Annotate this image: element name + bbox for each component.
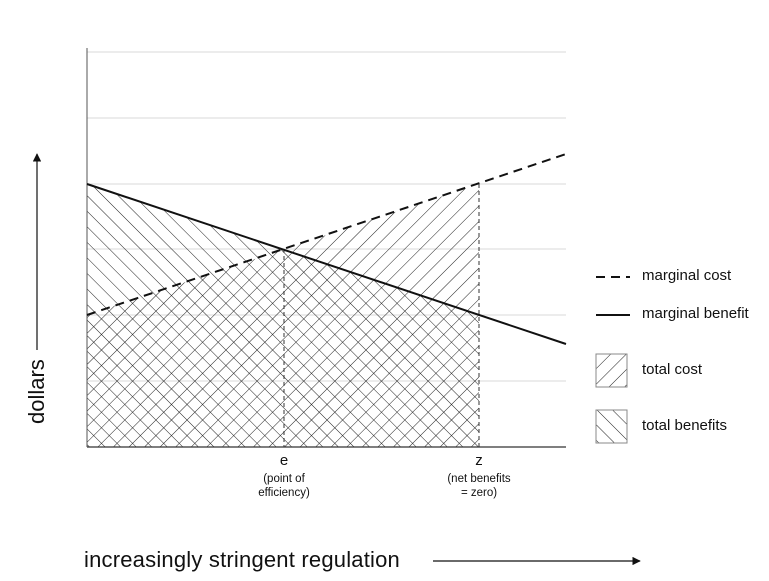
- y-axis-title: dollars: [24, 359, 49, 424]
- legend-label-total-benefits: total benefits: [642, 417, 728, 434]
- tick-sub-z-line1: (net benefits: [447, 473, 511, 485]
- tick-label-z: z: [475, 452, 483, 469]
- legend-total-benefits-swatch: [595, 409, 628, 444]
- legend-label-total-cost: total cost: [642, 361, 703, 378]
- marginal-benefit-line: [86, 183, 567, 345]
- total-cost-area: [87, 184, 479, 447]
- tick-sub-e-line2: efficiency): [258, 487, 310, 499]
- tick-sub-e-line1: (point of: [263, 473, 305, 485]
- legend-label-marginal-benefit: marginal benefit: [642, 305, 749, 322]
- tick-sub-z-line2: = zero): [460, 487, 498, 499]
- x-axis-title: increasingly stringent regulation: [84, 547, 400, 572]
- marginal-cost-line: [86, 153, 567, 316]
- legend-total-cost-swatch: [595, 353, 628, 388]
- tick-label-e: e: [279, 452, 289, 469]
- legend-label-marginal-cost: marginal cost: [642, 267, 732, 284]
